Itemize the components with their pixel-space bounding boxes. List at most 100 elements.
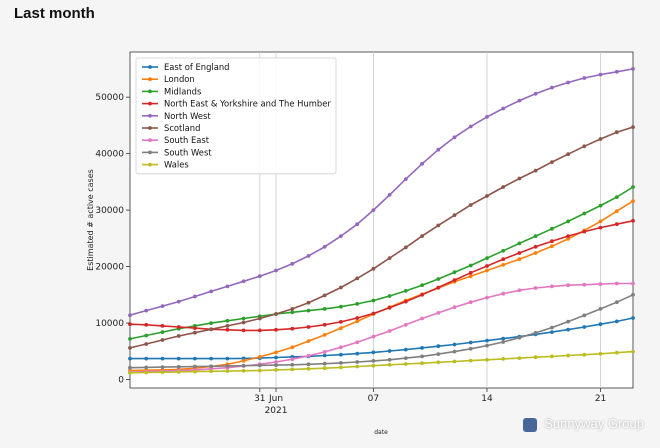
data-point xyxy=(517,98,522,103)
legend-label: Scotland xyxy=(164,123,200,133)
data-point xyxy=(550,325,554,330)
data-point xyxy=(550,239,554,244)
data-point xyxy=(631,67,635,71)
data-point xyxy=(322,361,327,366)
data-point xyxy=(387,357,392,362)
data-point xyxy=(550,226,554,231)
data-point xyxy=(241,359,246,363)
data-point xyxy=(485,268,489,273)
data-point xyxy=(306,325,311,329)
data-point xyxy=(209,356,214,361)
watermark-logo-icon xyxy=(522,418,537,432)
data-point xyxy=(371,363,376,368)
data-point xyxy=(403,362,408,366)
data-point xyxy=(160,330,165,334)
data-point xyxy=(257,316,262,321)
data-point xyxy=(193,294,197,299)
data-point xyxy=(257,363,262,368)
y-axis-title: Estimated # active cases xyxy=(86,169,95,271)
data-point xyxy=(144,333,149,338)
y-tick-label: 50000 xyxy=(95,93,124,103)
data-point xyxy=(241,363,246,368)
legend-box xyxy=(135,57,337,175)
data-point xyxy=(598,225,603,230)
data-point xyxy=(550,160,554,165)
data-point xyxy=(128,356,132,361)
data-point xyxy=(160,356,165,361)
legend-marker xyxy=(148,101,152,106)
data-point xyxy=(468,300,473,305)
data-point xyxy=(225,284,230,289)
legend-marker xyxy=(148,113,152,118)
data-point xyxy=(582,282,587,287)
data-point xyxy=(614,222,619,227)
data-point xyxy=(501,336,506,341)
data-point xyxy=(274,368,278,372)
data-point xyxy=(566,234,570,239)
data-point xyxy=(485,115,489,119)
data-point xyxy=(339,361,343,365)
data-point xyxy=(306,339,311,343)
data-point xyxy=(241,316,246,321)
data-point xyxy=(306,300,311,305)
data-point xyxy=(566,152,570,157)
data-point xyxy=(403,177,408,182)
data-point xyxy=(550,244,554,249)
x-tick-label: 14 xyxy=(481,394,493,404)
data-point xyxy=(420,361,424,366)
data-point xyxy=(225,327,230,332)
data-point xyxy=(274,327,278,332)
data-point xyxy=(582,352,587,357)
legend-label: North West xyxy=(164,111,211,121)
data-point xyxy=(582,313,587,318)
data-point xyxy=(452,270,457,275)
legend-item: South East xyxy=(142,135,210,145)
data-point xyxy=(452,349,457,354)
legend-label: Wales xyxy=(164,160,189,170)
data-point xyxy=(371,350,376,355)
data-point xyxy=(501,357,506,361)
axis-layer: 31 Jun 2021 07 14 21 0 10000 20000 30000 40000 5000… xyxy=(95,93,606,416)
data-point xyxy=(550,284,554,289)
data-point xyxy=(501,257,506,262)
data-point xyxy=(176,364,181,369)
data-point xyxy=(517,335,522,340)
data-point xyxy=(582,76,587,80)
data-point xyxy=(485,256,489,260)
data-point xyxy=(176,325,181,329)
data-point xyxy=(144,370,149,375)
data-point xyxy=(355,222,360,227)
series-6 xyxy=(128,125,635,350)
data-point xyxy=(274,355,278,360)
data-point xyxy=(160,365,165,369)
data-point xyxy=(598,282,603,286)
data-point xyxy=(533,168,538,173)
data-point xyxy=(582,144,587,149)
x-tick-label: Jun xyxy=(268,394,283,404)
data-point xyxy=(371,334,376,339)
data-point xyxy=(290,310,295,315)
data-point xyxy=(582,325,587,329)
data-point xyxy=(144,308,149,313)
series-9 xyxy=(128,349,635,375)
series-line xyxy=(129,282,633,373)
legend-item: North West xyxy=(142,111,211,121)
data-point xyxy=(631,125,635,129)
data-point xyxy=(339,326,343,330)
data-point xyxy=(387,362,392,367)
data-point xyxy=(468,346,473,351)
data-point xyxy=(371,311,376,316)
data-point xyxy=(322,350,327,354)
data-point xyxy=(598,137,603,141)
data-point xyxy=(436,344,441,349)
data-point xyxy=(403,299,408,304)
data-point xyxy=(485,194,489,198)
data-point xyxy=(193,369,197,374)
data-point xyxy=(387,294,392,298)
data-point xyxy=(387,256,392,260)
data-point xyxy=(355,302,360,306)
data-point xyxy=(257,274,262,279)
data-point xyxy=(387,305,392,310)
data-point xyxy=(420,234,424,239)
data-point xyxy=(128,365,132,370)
